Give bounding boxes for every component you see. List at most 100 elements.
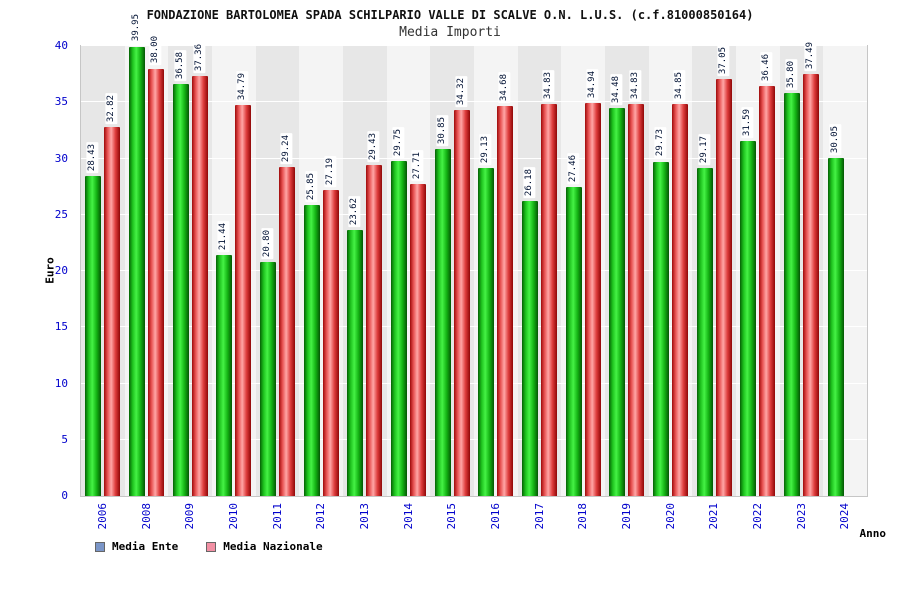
- bar-ente-2010: [216, 254, 233, 496]
- bar-value-label-nazionale-2021: 37.05: [716, 45, 729, 77]
- bar-value-label-ente-2008: 39.95: [130, 12, 143, 44]
- legend-item-media-nazionale: Media Nazionale: [206, 540, 323, 553]
- bar-ente-2011: [260, 262, 276, 496]
- bar-value-label-nazionale-2009: 37.36: [192, 41, 205, 73]
- bar-ente-2020: [653, 161, 669, 496]
- bar-nazionale-2016: [497, 105, 514, 496]
- bar-nazionale-2013: [366, 164, 383, 496]
- bar-value-label-nazionale-2018: 34.94: [585, 68, 598, 100]
- gridline-40: [81, 45, 867, 46]
- gridline-10: [81, 382, 867, 384]
- bar-value-label-nazionale-2006: 32.82: [105, 92, 118, 124]
- bar-nazionale-2014: [410, 184, 426, 496]
- legend-label-media-ente: Media Ente: [112, 540, 179, 553]
- bar-ente-2015: [434, 148, 451, 496]
- bar-ente-2008: [129, 46, 145, 496]
- x-tick-label-2013: 2013: [357, 503, 371, 530]
- x-tick-label-2022: 2022: [750, 503, 764, 530]
- gridline-35: [81, 101, 867, 103]
- bar-ente-2013: [347, 230, 364, 496]
- gridline-30: [81, 157, 867, 159]
- bar-value-label-nazionale-2020: 34.85: [673, 69, 686, 101]
- y-axis-labels: 0 5 10 15 20 25 30 35 40: [0, 39, 72, 502]
- bar-nazionale-2017: [541, 104, 557, 496]
- legend-item-media-ente: Media Ente: [95, 540, 178, 553]
- x-tick-label-2014: 2014: [401, 503, 415, 530]
- bar-value-label-ente-2017: 26.18: [523, 167, 536, 199]
- y-tick-label-20: 20: [54, 264, 68, 277]
- y-tick-label-15: 15: [54, 320, 68, 334]
- bar-ente-2018: [565, 187, 582, 496]
- bar-value-label-nazionale-2022: 36.46: [760, 51, 773, 83]
- bar-ente-2023: [784, 93, 800, 496]
- bar-value-label-ente-2011: 20.80: [261, 227, 274, 259]
- bar-nazionale-2011: [279, 167, 295, 496]
- bar-ente-2009: [172, 84, 189, 496]
- bar-ente-2017: [522, 201, 538, 496]
- plot-area: 28.43 32.82 39.95 38.00 36.58 37.36 21.44 34.79…: [80, 12, 868, 497]
- bar-value-label-ente-2012: 25.85: [304, 171, 317, 203]
- y-tick-label-10: 10: [54, 376, 68, 390]
- bar-ente-2016: [478, 168, 495, 496]
- bar-value-label-nazionale-2013: 29.43: [367, 130, 380, 162]
- x-tick-label-2012: 2012: [314, 503, 328, 530]
- bar-nazionale-2006: [104, 126, 121, 496]
- bar-ente-2022: [740, 140, 757, 496]
- bar-value-label-nazionale-2017: 34.83: [542, 70, 555, 102]
- bar-ente-2006: [85, 176, 102, 496]
- bar-nazionale-2021: [715, 79, 732, 496]
- bar-value-label-ente-2013: 23.62: [348, 196, 361, 228]
- x-axis-title: Anno: [859, 527, 887, 540]
- y-tick-label-30: 30: [54, 151, 68, 165]
- bar-value-label-nazionale-2023: 37.49: [804, 40, 817, 72]
- bar-value-label-ente-2024: 30.05: [828, 123, 841, 155]
- bar-value-label-ente-2009: 36.58: [173, 50, 186, 82]
- x-tick-label-2008: 2008: [139, 503, 153, 530]
- x-tick-label-2015: 2015: [445, 503, 459, 530]
- bar-nazionale-2010: [235, 104, 252, 496]
- bar-ente-2024: [827, 157, 844, 496]
- bar-ente-2021: [696, 167, 713, 496]
- bar-ente-2014: [391, 161, 407, 496]
- bar-nazionale-2022: [759, 85, 776, 496]
- bar-value-label-nazionale-2010: 34.79: [236, 70, 249, 102]
- x-axis-labels: 2006 2008 2009 2010 2011 2012 2013 2014 2015 2016…: [81, 501, 867, 543]
- x-tick-label-2024: 2024: [838, 503, 852, 530]
- bar-value-label-nazionale-2019: 34.83: [629, 70, 642, 102]
- bar-nazionale-2008: [148, 68, 164, 496]
- bar-nazionale-2019: [628, 104, 645, 496]
- bar-value-label-ente-2021: 29.17: [697, 133, 710, 165]
- legend-swatch-media-nazionale: [206, 541, 217, 552]
- bar-value-label-nazionale-2011: 29.24: [280, 132, 293, 165]
- gridline-20: [81, 270, 867, 271]
- gridline-15: [81, 326, 867, 328]
- legend-label-media-nazionale: Media Nazionale: [223, 540, 323, 553]
- legend: Media Ente Media Nazionale: [95, 540, 323, 553]
- bar-value-label-ente-2006: 28.43: [86, 142, 99, 174]
- bar-value-label-nazionale-2015: 34.32: [454, 75, 467, 107]
- x-tick-label-2006: 2006: [95, 503, 109, 530]
- chart-subtitle: Media Importi: [399, 25, 501, 40]
- legend-swatch-media-ente: [95, 541, 105, 552]
- bar-value-label-ente-2022: 31.59: [741, 106, 754, 138]
- bar-nazionale-2012: [322, 190, 339, 496]
- bar-value-label-ente-2010: 21.44: [217, 220, 230, 252]
- x-tick-label-2018: 2018: [576, 503, 590, 530]
- bar-value-label-nazionale-2014: 27.71: [411, 150, 424, 182]
- bar-value-label-nazionale-2008: 38.00: [149, 34, 162, 66]
- x-tick-label-2009: 2009: [183, 503, 197, 530]
- chart-title: FONDAZIONE BARTOLOMEA SPADA SCHILPARIO V…: [146, 8, 754, 22]
- x-tick-label-2020: 2020: [663, 503, 677, 530]
- bar-nazionale-2020: [672, 103, 688, 496]
- bar-value-label-ente-2023: 35.80: [785, 59, 798, 91]
- bar-value-label-nazionale-2016: 34.68: [498, 71, 511, 103]
- x-tick-label-2016: 2016: [488, 503, 502, 530]
- y-tick-label-0: 0: [61, 489, 68, 502]
- bar-value-label-ente-2014: 29.75: [392, 127, 405, 159]
- gridline-5: [81, 438, 867, 440]
- y-tick-label-40: 40: [54, 39, 68, 52]
- bar-nazionale-2023: [803, 74, 819, 496]
- bar-value-label-ente-2015: 30.85: [435, 114, 448, 146]
- bar-nazionale-2015: [453, 109, 470, 496]
